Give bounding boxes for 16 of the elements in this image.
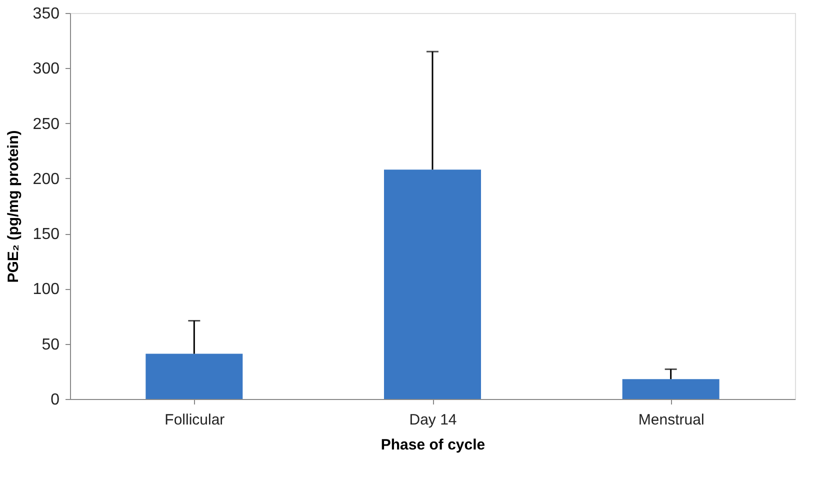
y-tick-label: 300 <box>32 60 60 78</box>
y-tick-label: 100 <box>32 281 60 298</box>
x-tick-label: Follicular <box>164 412 225 428</box>
y-tick-label: 50 <box>42 336 60 354</box>
y-tick-label: 250 <box>32 116 60 133</box>
x-tick-label: Menstrual <box>638 412 704 428</box>
bar <box>384 170 481 399</box>
y-axis-title: PGE₂ (pg/mg protein) <box>4 130 22 283</box>
x-axis-title: Phase of cycle <box>380 436 486 454</box>
bar <box>622 379 720 399</box>
x-tick-label: Day 14 <box>409 412 457 428</box>
y-tick-label: 350 <box>32 6 60 22</box>
y-tick-label: 200 <box>32 170 60 188</box>
y-tick-label: 0 <box>50 392 60 408</box>
y-tick-label: 150 <box>32 226 60 244</box>
bar <box>146 354 243 399</box>
